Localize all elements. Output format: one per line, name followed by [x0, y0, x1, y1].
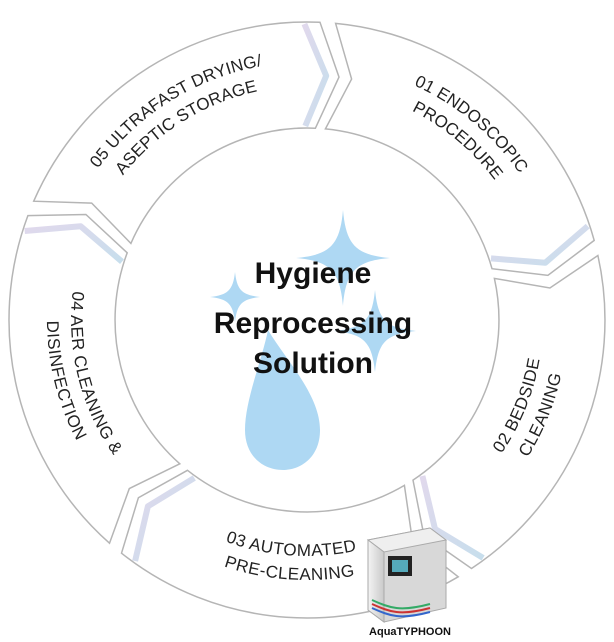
center-title: Hygiene — [255, 257, 372, 290]
center-art — [210, 210, 416, 470]
diagram: Hygiene Reprocessing Solution AquaTYPHOO… — [0, 0, 614, 642]
cycle-segment — [325, 23, 594, 275]
cycle-segment — [34, 22, 339, 243]
device-image — [368, 528, 446, 622]
center-title: Reprocessing — [214, 307, 412, 340]
center-title: Solution — [253, 347, 373, 380]
device-caption: AquaTYPHOON — [369, 626, 451, 638]
